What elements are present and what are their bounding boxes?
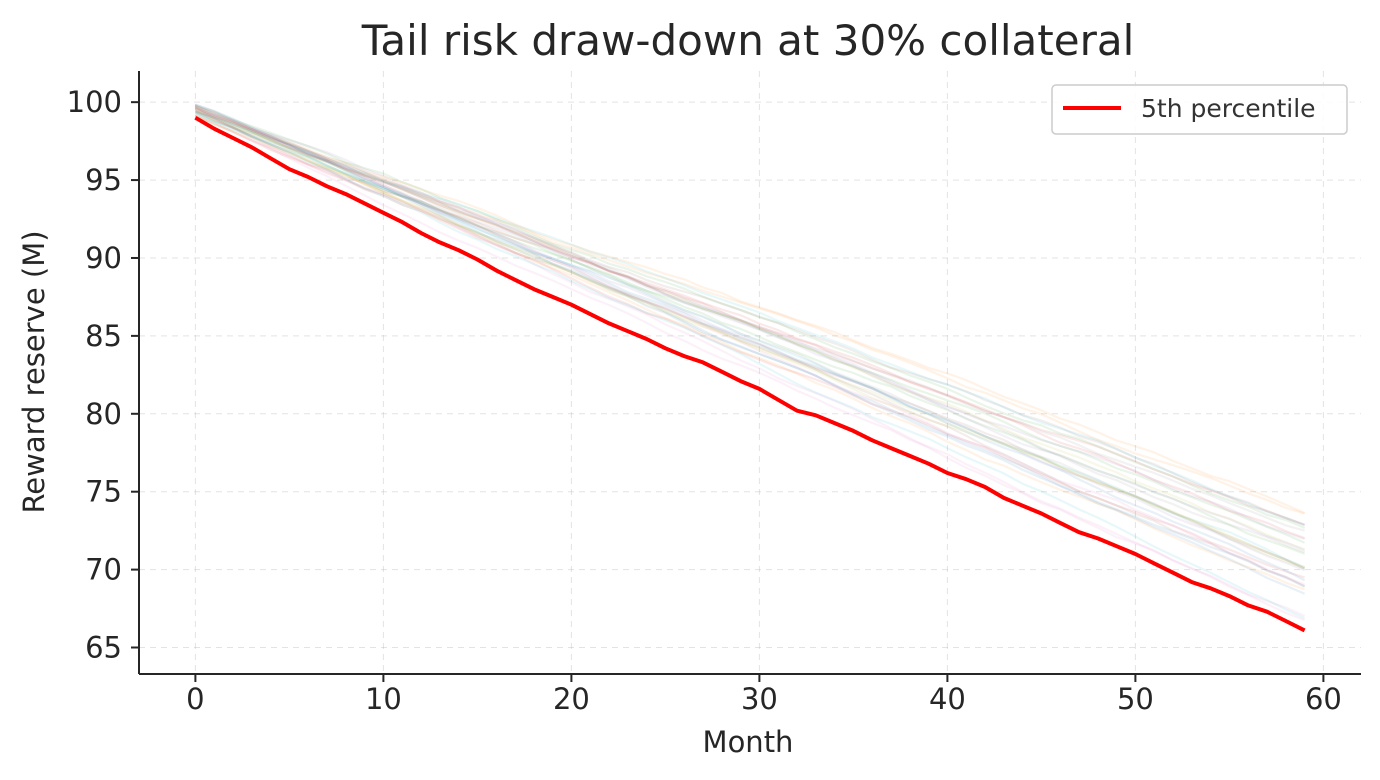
simulation-path	[194, 110, 1305, 515]
axes	[138, 71, 1361, 675]
simulation-path	[195, 106, 1305, 551]
y-axis-label: Reward reserve (M)	[17, 230, 51, 513]
simulation-path	[195, 110, 1305, 555]
simulation-path	[194, 111, 1306, 620]
y-tick-label: 75	[85, 475, 122, 509]
simulation-path	[195, 114, 1305, 579]
simulation-path	[194, 104, 1306, 570]
x-tick-label: 20	[553, 682, 590, 716]
simulation-paths	[194, 103, 1306, 622]
simulation-path	[194, 114, 1306, 569]
x-tick-label: 60	[1305, 682, 1342, 716]
y-tick-label: 90	[85, 241, 122, 275]
simulation-path	[194, 104, 1306, 588]
grid	[139, 71, 1361, 674]
legend-label-5th-percentile: 5th percentile	[1141, 94, 1316, 123]
simulation-path	[195, 107, 1305, 540]
simulation-path	[194, 106, 1306, 570]
simulation-path	[195, 107, 1306, 595]
simulation-path	[194, 104, 1306, 586]
simulation-path	[195, 111, 1305, 526]
y-tick-label: 65	[85, 631, 122, 665]
simulation-path	[195, 103, 1306, 552]
simulation-path	[194, 108, 1306, 617]
simulation-path	[194, 106, 1305, 540]
legend-box	[1051, 84, 1348, 135]
x-axis-label: Month	[703, 725, 794, 759]
simulation-path	[194, 109, 1305, 591]
y-tick-label: 70	[85, 553, 122, 587]
series-layer	[194, 115, 1306, 633]
x-tick-label: 50	[1117, 682, 1154, 716]
legend: 5th percentile	[1051, 84, 1348, 135]
x-tick-label: 0	[186, 682, 204, 716]
x-tick-label: 30	[741, 682, 778, 716]
y-tick-label: 100	[67, 85, 122, 119]
simulation-path	[195, 111, 1305, 622]
simulation-path	[195, 109, 1305, 572]
y-tick-label: 95	[85, 163, 122, 197]
simulation-path	[194, 108, 1305, 570]
y-ticks: 65 70 75 80 85 90 95 100	[67, 85, 139, 665]
x-ticks: 0 10 20 30 40 50 60	[186, 674, 1342, 716]
y-tick-label: 85	[85, 319, 122, 353]
simulation-path	[195, 110, 1305, 532]
simulation-path	[195, 105, 1305, 554]
simulation-path	[194, 110, 1306, 588]
simulation-path	[195, 103, 1306, 582]
simulation-path	[194, 115, 1305, 527]
series-line-5th-percentile	[194, 115, 1306, 633]
x-tick-label: 10	[365, 682, 402, 716]
simulation-path	[195, 113, 1306, 544]
x-tick-label: 40	[929, 682, 966, 716]
simulation-path	[195, 104, 1306, 529]
simulation-path	[195, 108, 1306, 515]
simulation-path	[194, 112, 1306, 569]
chart-title: Tail risk draw-down at 30% collateral	[361, 16, 1135, 65]
simulation-path	[194, 106, 1305, 526]
y-tick-label: 80	[85, 397, 122, 431]
